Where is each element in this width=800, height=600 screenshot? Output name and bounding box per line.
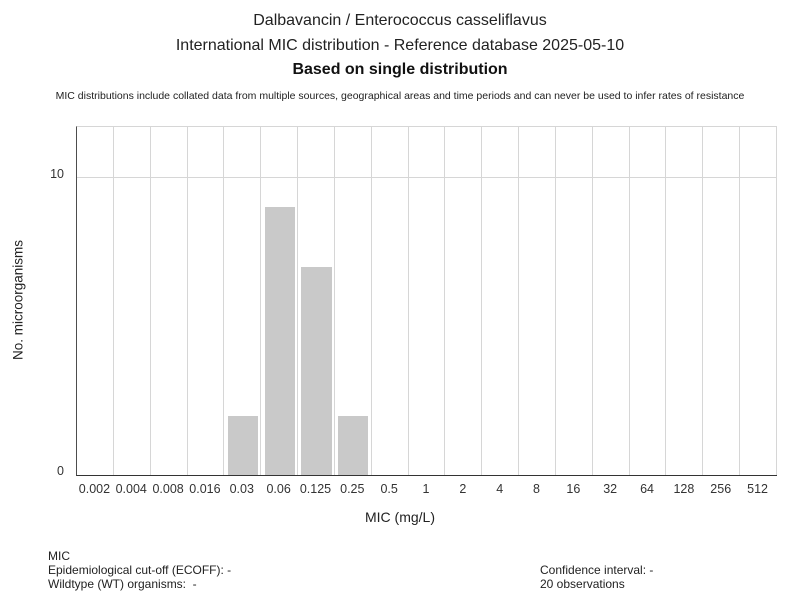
x-tick-label-64: 64 xyxy=(640,482,654,496)
x-tick-label-0.25: 0.25 xyxy=(340,482,365,496)
x-tick-label-8: 8 xyxy=(533,482,540,496)
x-gridline xyxy=(518,127,519,475)
bar-mic-0.03[interactable] xyxy=(227,415,258,475)
x-tick-label-128: 128 xyxy=(673,482,695,496)
x-tick-label-0.5: 0.5 xyxy=(380,482,398,496)
y-axis-title: No. microorganisms xyxy=(10,239,26,361)
footer-right: Confidence interval: -20 observations xyxy=(540,563,653,591)
x-tick-label-32: 32 xyxy=(603,482,618,496)
bar-mic-0.06[interactable] xyxy=(264,207,295,475)
x-gridline xyxy=(297,127,298,475)
x-gridline xyxy=(739,127,740,475)
bar-mic-0.25[interactable] xyxy=(338,415,369,475)
x-tick-label-512: 512 xyxy=(747,482,768,496)
x-tick-label-0.06: 0.06 xyxy=(266,482,291,496)
x-tick-label-0.016: 0.016 xyxy=(189,482,221,496)
footer-left-line-3: Wildtype (WT) organisms: - xyxy=(48,577,197,591)
plot-area xyxy=(76,126,777,476)
x-gridline xyxy=(555,127,556,475)
x-tick-label-0.008: 0.008 xyxy=(152,482,184,496)
x-gridline xyxy=(629,127,630,475)
chart-subtitle: International MIC distribution - Referen… xyxy=(175,37,625,54)
x-gridline xyxy=(113,127,114,475)
x-gridline xyxy=(334,127,335,475)
x-tick-label-0.002: 0.002 xyxy=(78,482,111,496)
x-gridline xyxy=(223,127,224,475)
y-tick-label-0: 0 xyxy=(57,464,64,478)
disclaimer-text: MIC distributions include collated data … xyxy=(55,90,745,102)
x-gridline xyxy=(592,127,593,475)
footer-right-line-1: Confidence interval: - xyxy=(540,563,654,577)
footer-right-line-2: 20 observations xyxy=(540,577,625,591)
x-tick-label-0.125: 0.125 xyxy=(299,482,332,496)
bar-mic-0.125[interactable] xyxy=(301,266,332,475)
chart-title: Dalbavancin / Enterococcus casseliflavus xyxy=(253,12,547,29)
x-gridline xyxy=(776,127,777,475)
x-gridline xyxy=(187,127,188,475)
x-gridline xyxy=(702,127,703,475)
footer-left-line-2: Epidemiological cut-off (ECOFF): - xyxy=(48,563,232,577)
x-axis-labels: 0.002 0.004 0.008 0.016 0.03 0.06 0.125 0.25 0.5… xyxy=(0,481,800,497)
x-tick-label-4: 4 xyxy=(496,482,504,496)
x-gridline xyxy=(408,127,409,475)
y-tick-label-10: 10 xyxy=(50,166,64,181)
x-gridline xyxy=(260,127,261,475)
chart-subtitle-bold: Based on single distribution xyxy=(292,61,508,78)
chart-header: Dalbavancin / Enterococcus casseliflavus… xyxy=(0,8,800,103)
x-gridline xyxy=(665,127,666,475)
footer-left-line-1: MIC xyxy=(48,549,70,563)
x-gridline xyxy=(481,127,482,475)
x-tick-label-256: 256 xyxy=(710,482,732,496)
x-tick-label-16: 16 xyxy=(566,482,581,496)
x-tick-label-1: 1 xyxy=(422,482,430,496)
x-tick-label-2: 2 xyxy=(459,482,467,496)
x-axis-title: MIC (mg/L) xyxy=(365,509,435,525)
y-gridline-10 xyxy=(77,176,777,178)
x-gridline xyxy=(444,127,445,475)
x-tick-label-0.03: 0.03 xyxy=(229,482,254,496)
x-gridline xyxy=(371,127,372,475)
x-tick-label-0.004: 0.004 xyxy=(115,482,147,496)
x-gridline xyxy=(150,127,151,475)
footer-left: MIC Epidemiological cut-off (ECOFF): - Wil… xyxy=(48,549,231,591)
